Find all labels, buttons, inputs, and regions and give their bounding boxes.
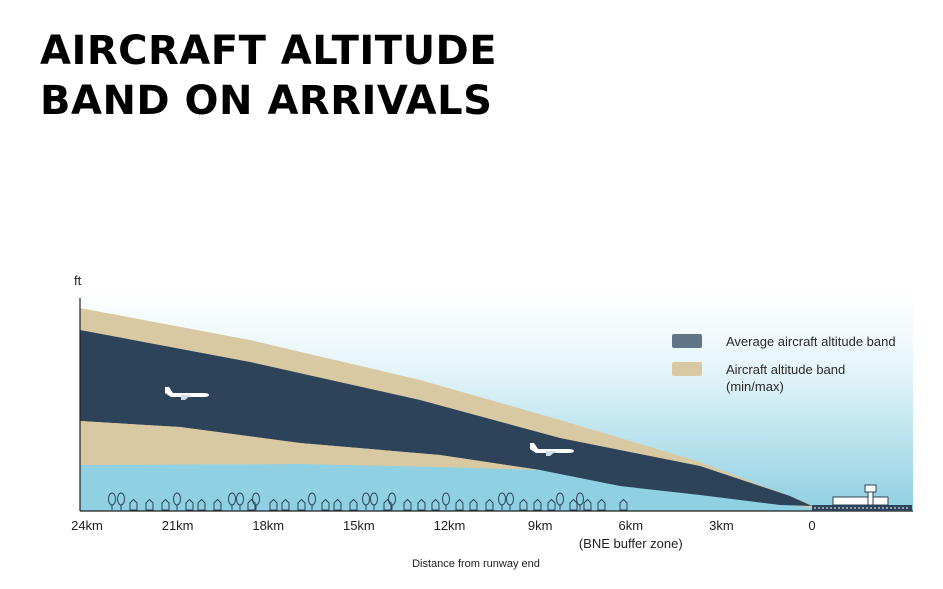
tree-icon <box>252 492 260 510</box>
house-icon <box>297 498 306 511</box>
house-icon <box>161 498 170 511</box>
tree-icon <box>498 492 506 510</box>
legend-label-min-max-line2: (min/max) <box>726 379 784 394</box>
legend: Average aircraft altitude band Aircraft … <box>672 334 896 394</box>
house-icon <box>197 498 206 511</box>
altitude-band-min-max-lower <box>80 421 540 470</box>
x-tick-sublabel: (BNE buffer zone) <box>579 536 683 551</box>
tree-icon <box>506 492 514 510</box>
house-icon <box>547 498 556 511</box>
x-tick-label: 12km <box>434 518 466 533</box>
house-icon <box>349 498 358 511</box>
chart-title: AIRCRAFT ALTITUDE BAND ON ARRIVALS <box>40 26 497 126</box>
tree-icon <box>173 492 181 510</box>
x-axis-ticks: 24km 21km 18km 15km 12km 9km 6km (BNE buffer zo… <box>71 518 816 551</box>
house-icon <box>333 498 342 511</box>
house-icon <box>533 498 542 511</box>
tree-icon <box>117 492 125 510</box>
house-icon <box>247 498 256 511</box>
house-icon <box>321 498 330 511</box>
sky-under-band <box>80 464 812 511</box>
house-icon <box>213 498 222 511</box>
house-icon <box>431 498 440 511</box>
tree-icon <box>362 492 370 510</box>
x-tick-label: 9km <box>528 518 553 533</box>
house-icon <box>469 498 478 511</box>
tree-icon <box>442 492 450 510</box>
tree-icon <box>576 492 584 510</box>
house-icon <box>583 498 592 511</box>
y-axis-label: ft <box>74 273 82 288</box>
house-icon <box>619 498 628 511</box>
tree-icon <box>228 492 236 510</box>
tree-icon <box>370 492 378 510</box>
x-tick-label: 3km <box>709 518 734 533</box>
x-tick-label: 6km <box>618 518 643 533</box>
x-axis-label: Distance from runway end <box>412 558 540 570</box>
house-icon <box>129 498 138 511</box>
runway-terminal <box>812 484 912 511</box>
tree-icon <box>236 492 244 510</box>
tree-icon <box>556 492 564 510</box>
house-icon <box>145 498 154 511</box>
house-icon <box>569 498 578 511</box>
house-icon <box>185 498 194 511</box>
house-icon <box>383 498 392 511</box>
legend-swatch-min-max <box>672 362 702 376</box>
house-icon <box>269 498 278 511</box>
legend-label-average: Average aircraft altitude band <box>726 334 896 349</box>
house-icon <box>403 498 412 511</box>
tree-icon <box>308 492 316 510</box>
house-icon <box>519 498 528 511</box>
chart-title-line-2: BAND ON ARRIVALS <box>40 78 493 124</box>
house-icon <box>485 498 494 511</box>
chart-title-line-1: AIRCRAFT ALTITUDE <box>40 28 498 74</box>
house-icon <box>281 498 290 511</box>
altitude-band-average <box>80 330 812 506</box>
house-icon <box>417 498 426 511</box>
house-icon <box>597 498 606 511</box>
aircraft-icon-1 <box>165 387 209 400</box>
tree-icon <box>388 492 396 510</box>
x-tick-label: 21km <box>162 518 194 533</box>
tree-icon <box>108 492 116 510</box>
aircraft-icon-2 <box>530 443 574 456</box>
suburb-icons <box>108 492 628 511</box>
x-tick-label: 24km <box>71 518 103 533</box>
house-icon <box>455 498 464 511</box>
legend-swatch-average <box>672 334 702 348</box>
legend-label-min-max: Aircraft altitude band <box>726 362 845 377</box>
x-tick-label: 0 <box>808 518 815 533</box>
x-tick-label: 15km <box>343 518 375 533</box>
x-tick-label: 18km <box>252 518 284 533</box>
